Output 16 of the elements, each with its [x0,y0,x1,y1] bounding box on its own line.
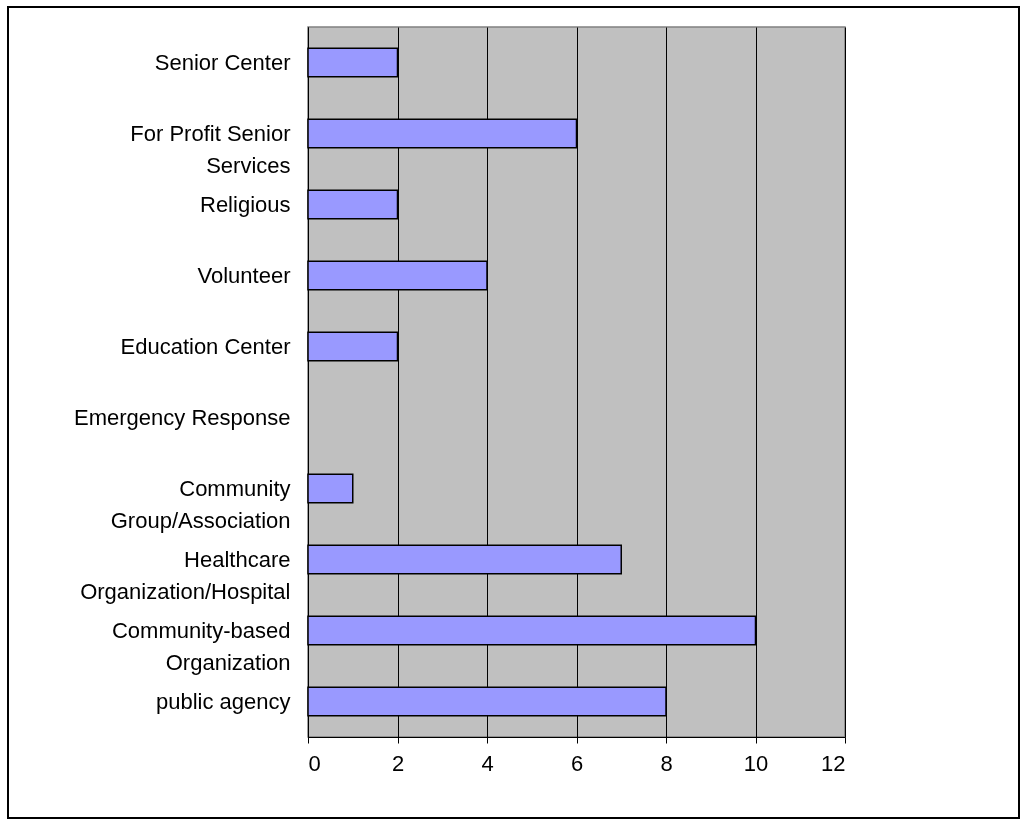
x-tick-label: 8 [660,750,673,776]
x-tick-label: 4 [481,750,494,776]
y-tick-label: Religious [200,191,291,217]
x-tick-label: 12 [821,750,846,776]
y-tick-label: Healthcare Organization/Hospital [80,546,291,604]
y-tick-label: Community Group/Association [110,475,291,533]
x-tick-label: 6 [570,750,584,776]
y-tick-label: Emergency Response [74,404,291,430]
y-tick-label: Senior Center [154,49,291,75]
x-tick-label: 2 [391,750,405,776]
x-tick-label: 10 [743,750,769,776]
x-tick-label: 0 [308,750,321,776]
y-tick-label: Volunteer [197,262,291,288]
y-tick-label: public agency [155,688,291,714]
y-tick-label: Education Center [120,333,291,359]
y-tick-label: For Profit Senior Services [130,120,291,178]
